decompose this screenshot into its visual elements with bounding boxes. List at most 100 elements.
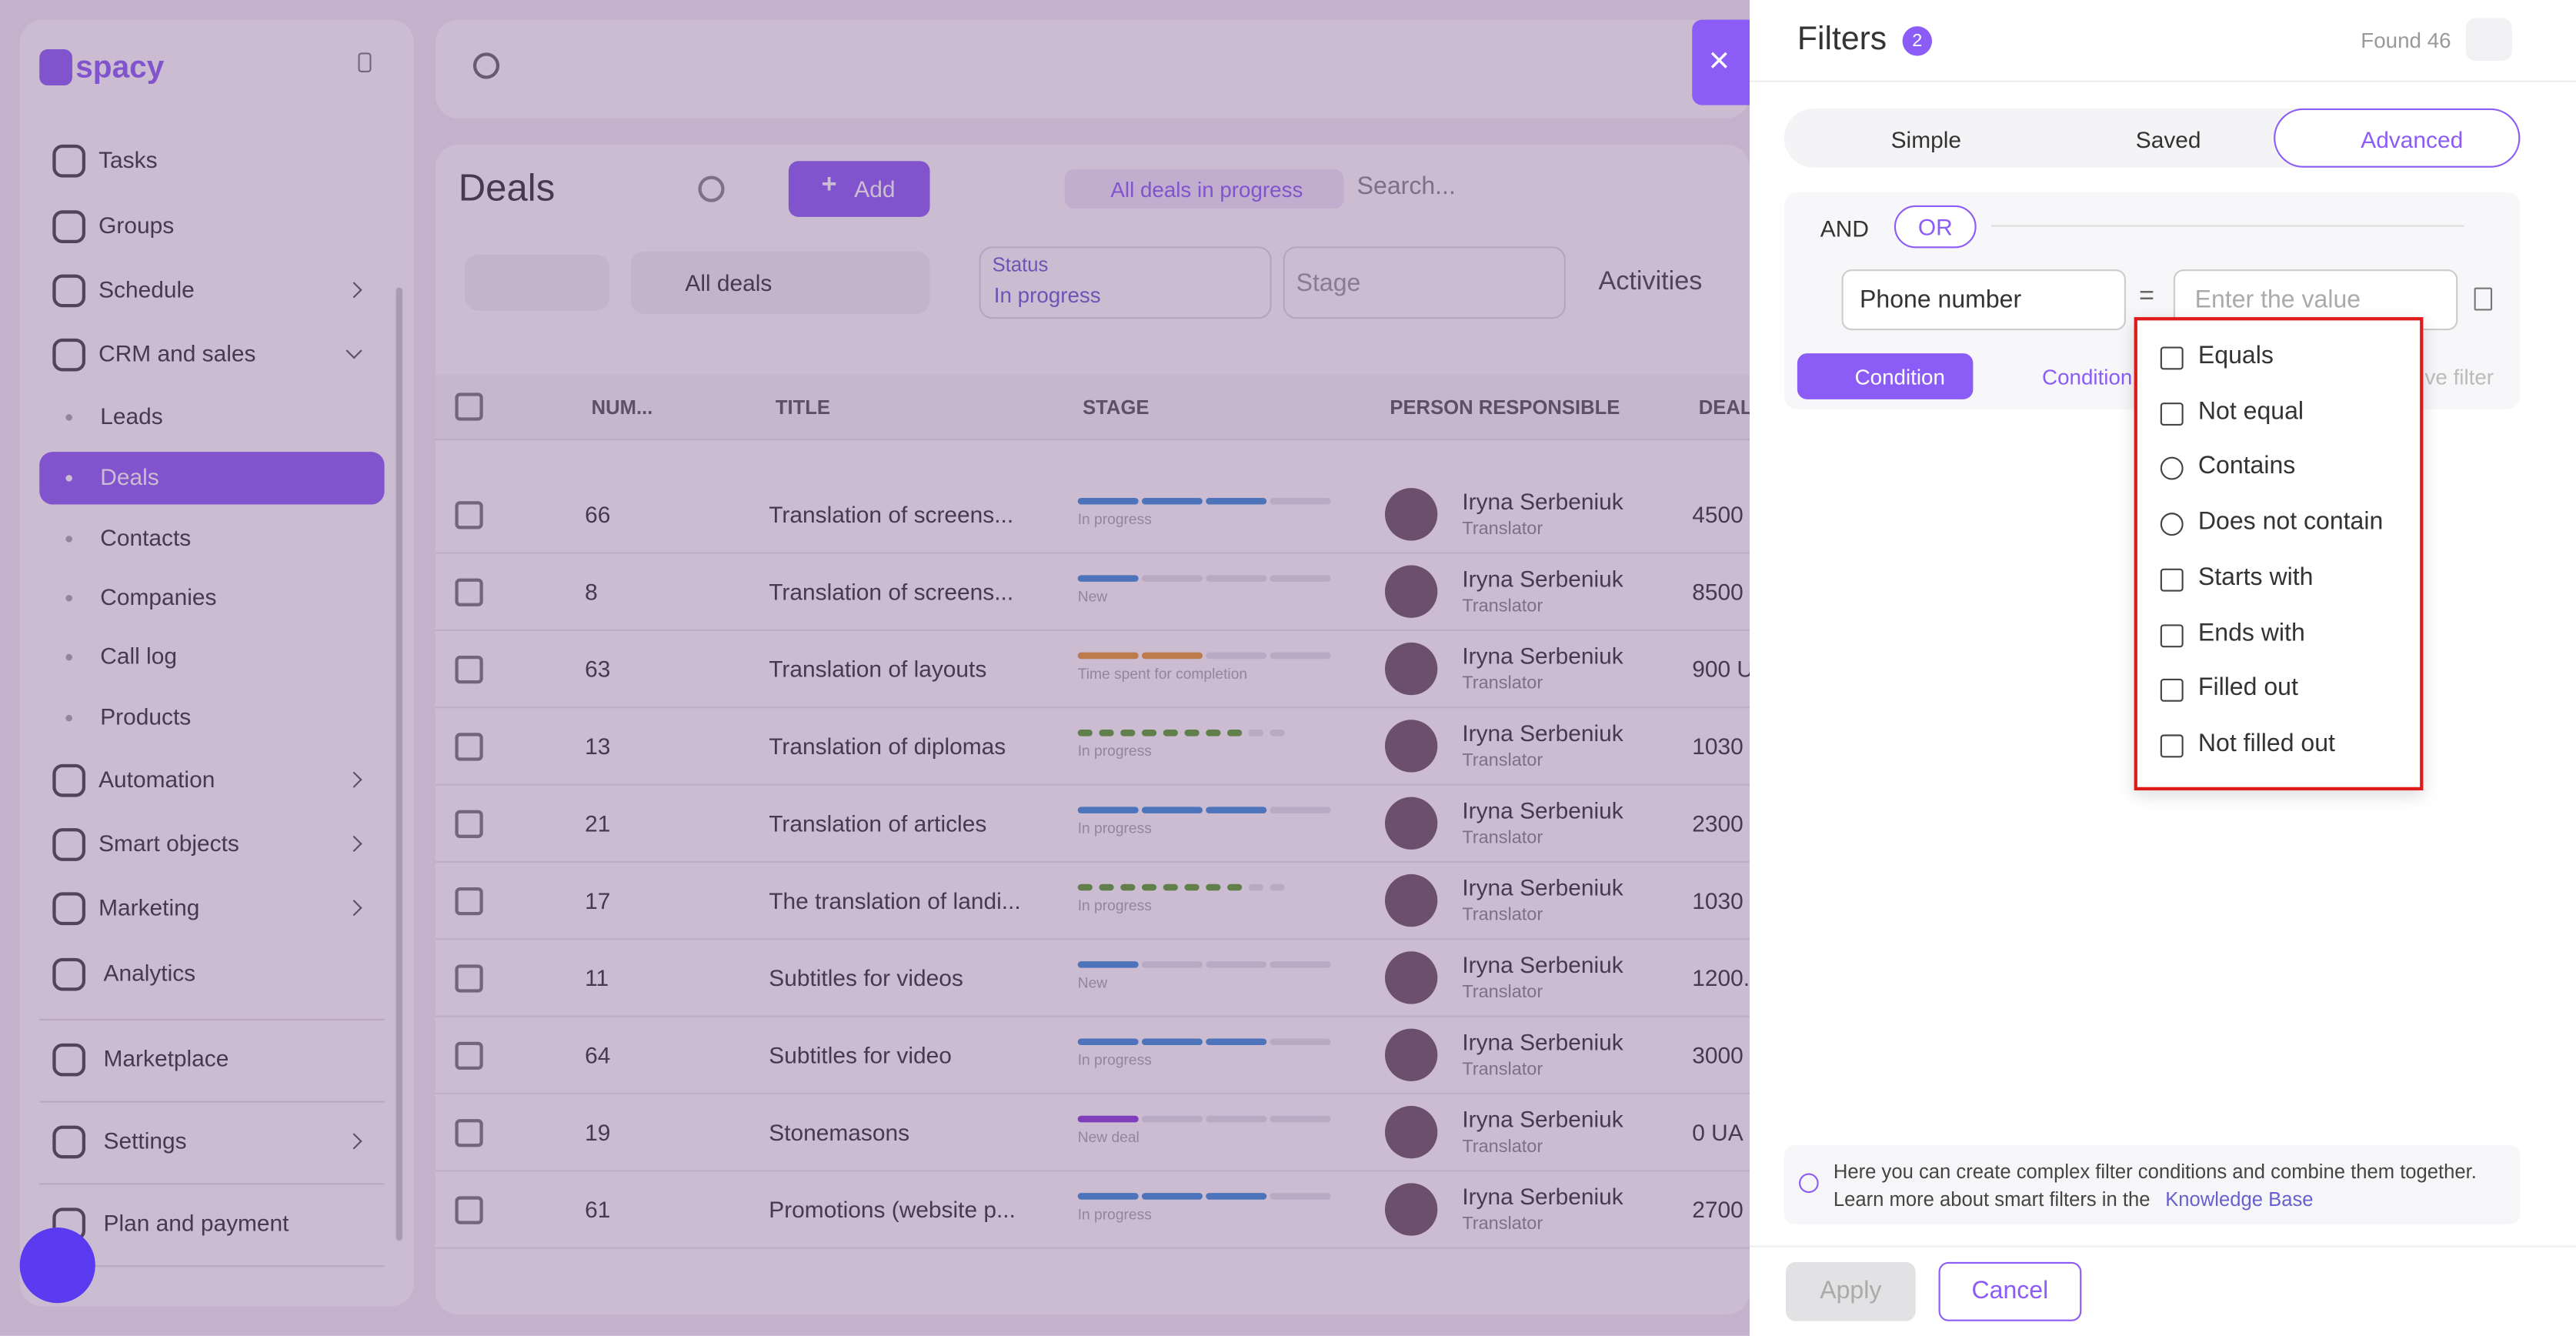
option[interactable]: Filled out <box>2197 673 2298 703</box>
tab[interactable]: Advanced <box>2361 126 2464 153</box>
option[interactable]: Ends with <box>2197 618 2305 647</box>
person-role: Translator <box>1462 673 1543 694</box>
deal-title[interactable]: Translation of screens... <box>769 501 1014 528</box>
stage-segment <box>1270 883 1285 891</box>
option[interactable]: Contains <box>2197 453 2296 481</box>
deal-title[interactable]: Stonemasons <box>769 1119 910 1146</box>
stage-label: In progress <box>1077 820 1152 837</box>
nav-item[interactable]: Analytics <box>103 959 196 987</box>
activities[interactable]: Activities <box>1598 268 1703 296</box>
deal-title[interactable]: Promotions (website p... <box>769 1196 1016 1223</box>
option[interactable]: Does not contain <box>2197 507 2384 536</box>
nav-item[interactable]: Companies <box>100 583 217 610</box>
and-toggle[interactable]: AND <box>1820 215 1869 242</box>
scrollbar <box>395 287 403 1241</box>
deal-number: 66 <box>585 501 611 528</box>
nav-item[interactable]: Products <box>100 703 192 730</box>
nav-item[interactable]: Call log <box>100 642 177 670</box>
nav-item[interactable]: CRM and sales <box>98 339 256 367</box>
chat-button[interactable] <box>19 1227 95 1304</box>
sidebar <box>19 19 415 1307</box>
row-divider <box>435 629 1750 631</box>
search-input[interactable]: Search... <box>1356 172 1456 201</box>
checkbox[interactable] <box>455 1119 483 1147</box>
button-label: Condition <box>1854 365 1945 390</box>
deal-title[interactable]: Translation of articles <box>769 810 987 837</box>
checkbox[interactable] <box>455 1041 483 1070</box>
add-button[interactable]: Add + <box>788 161 930 217</box>
group-line <box>1990 225 2464 227</box>
nav-item[interactable]: Schedule <box>98 276 195 302</box>
nav-item[interactable]: Marketing <box>98 893 200 920</box>
operator[interactable]: = <box>2139 282 2154 311</box>
nav-item[interactable]: Groups <box>98 212 175 239</box>
deal-number: 61 <box>585 1196 611 1223</box>
nav-item[interactable]: Smart objects <box>98 830 239 857</box>
nav-item[interactable]: Automation <box>98 766 215 793</box>
chip-label[interactable]: All deals in progress <box>1110 177 1303 202</box>
view-label[interactable]: All deals <box>685 269 772 296</box>
nav-item[interactable]: Plan and payment <box>103 1209 289 1236</box>
option[interactable]: Not filled out <box>2197 729 2335 758</box>
checkbox[interactable] <box>455 810 483 838</box>
deal-title[interactable]: Translation of screens... <box>769 578 1014 605</box>
stage-segment <box>1077 1038 1139 1045</box>
field-select[interactable] <box>1841 269 2126 331</box>
checkbox[interactable] <box>455 733 483 761</box>
tab[interactable]: Saved <box>2135 126 2201 153</box>
nav-item[interactable]: Leads <box>100 402 163 429</box>
stage-segment <box>1270 1193 1331 1200</box>
nav-item[interactable]: Tasks <box>98 146 158 173</box>
cancel-button[interactable]: Cancel <box>1938 1261 2082 1321</box>
person-role: Translator <box>1462 905 1543 926</box>
clear-button[interactable] <box>2465 18 2512 62</box>
deal-title[interactable]: Subtitles for video <box>769 1041 952 1068</box>
stage-placeholder[interactable]: Stage <box>1296 269 1361 298</box>
person-name: Iryna Serbeniuk <box>1462 720 1623 746</box>
nav-item[interactable]: Settings <box>103 1127 187 1154</box>
deal-title[interactable]: Translation of layouts <box>769 655 987 683</box>
nav-item[interactable]: Contacts <box>100 524 192 551</box>
checkbox[interactable] <box>455 1196 483 1224</box>
nav-item[interactable]: Marketplace <box>103 1044 229 1072</box>
tab[interactable]: Simple <box>1890 126 1961 153</box>
row-divider <box>435 783 1750 786</box>
option[interactable]: Equals <box>2197 342 2274 370</box>
or-toggle[interactable]: OR <box>1894 205 1977 249</box>
nav-dot <box>65 653 72 661</box>
kb-link[interactable]: Knowledge Base <box>2165 1187 2314 1211</box>
checkbox[interactable] <box>455 887 483 916</box>
nav-icon <box>52 828 86 861</box>
add-plus: + <box>821 171 837 199</box>
button-label[interactable]: Condition <box>2042 365 2133 390</box>
close-button[interactable]: × <box>1692 19 1750 105</box>
delete-icon[interactable] <box>2474 287 2493 311</box>
option[interactable]: Not equal <box>2197 397 2304 426</box>
stage-segment <box>1077 961 1139 968</box>
row-divider <box>435 1092 1750 1095</box>
deal-title[interactable]: The translation of landi... <box>769 887 1021 914</box>
nav-icon <box>52 957 86 991</box>
row-divider <box>435 1015 1750 1017</box>
nav-item[interactable]: Deals <box>100 463 159 490</box>
condition-button[interactable]: Condition <box>1797 353 1974 399</box>
person-name: Iryna Serbeniuk <box>1462 951 1623 978</box>
footer <box>1749 1245 2576 1335</box>
option-icon <box>2160 568 2184 592</box>
stage-segment <box>1099 730 1114 736</box>
option[interactable]: Starts with <box>2197 563 2314 592</box>
nav-icon <box>52 892 86 926</box>
deal-title[interactable]: Subtitles for videos <box>769 964 963 991</box>
checkbox[interactable] <box>455 501 483 529</box>
button-label[interactable]: ve filter <box>2424 365 2494 390</box>
apply-button[interactable]: Apply <box>1785 1261 1916 1321</box>
checkbox[interactable] <box>455 964 483 993</box>
checkbox[interactable] <box>455 578 483 606</box>
row-divider <box>435 706 1750 709</box>
person-role: Translator <box>1462 1137 1543 1157</box>
chip <box>1064 169 1344 209</box>
status-value[interactable]: In progress <box>993 282 1101 308</box>
deal-title[interactable]: Translation of diplomas <box>769 733 1006 760</box>
checkbox[interactable] <box>455 655 483 684</box>
